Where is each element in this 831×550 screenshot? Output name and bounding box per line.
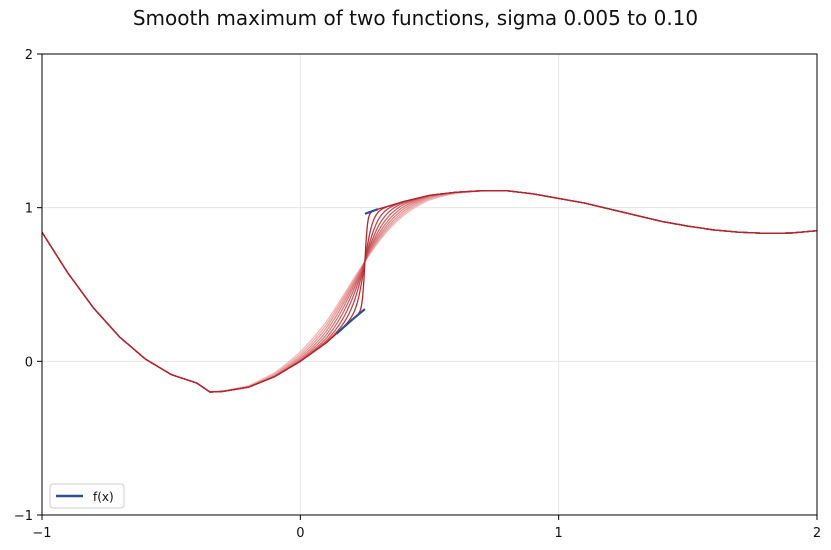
smooth-curve-sigma-0.068 <box>42 190 817 393</box>
x-tick-label: 2 <box>813 526 821 541</box>
smooth-curve-sigma-0.0155 <box>42 190 817 393</box>
y-tick-label: 0 <box>25 355 33 370</box>
x-tick-label: 1 <box>555 526 563 541</box>
legend-box <box>49 483 125 509</box>
fx-right-branch <box>364 208 379 215</box>
legend-label-fx: f(x) <box>93 490 114 504</box>
smooth-curve-sigma-0.047 <box>42 190 817 393</box>
fx-left-branch <box>335 308 366 335</box>
x-tick-label: −1 <box>32 526 51 541</box>
smooth-curve-sigma-0.026 <box>42 190 817 393</box>
y-tick-label: 1 <box>25 202 33 217</box>
y-tick-label: −1 <box>14 509 33 524</box>
axes-frame <box>41 53 818 516</box>
smooth-curve-sigma-0.005 <box>42 190 817 393</box>
y-tick-label: 2 <box>25 48 33 63</box>
smooth-curve-sigma-0.0365 <box>42 190 817 393</box>
x-tick-label: 0 <box>296 526 304 541</box>
smooth-curve-sigma-0.0575 <box>42 190 817 393</box>
chart-title: Smooth maximum of two functions, sigma 0… <box>132 6 699 30</box>
